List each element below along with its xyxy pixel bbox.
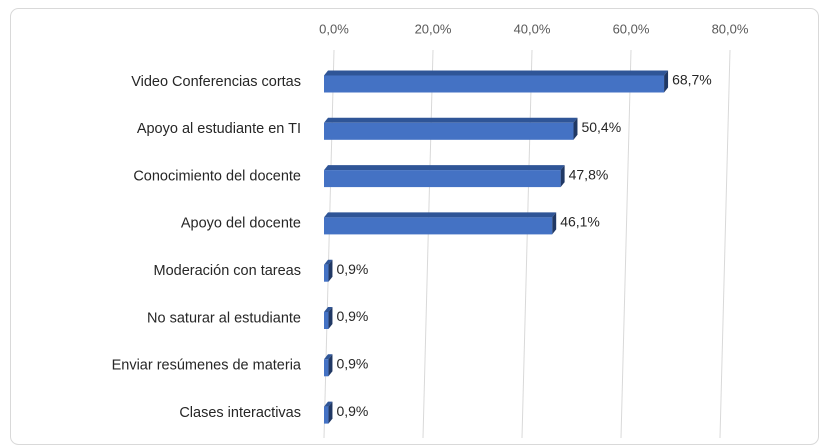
- bar-side: [560, 165, 565, 188]
- bar-side: [328, 259, 333, 282]
- bar-top: [324, 70, 669, 76]
- bar: [324, 354, 333, 377]
- bar: [324, 307, 333, 329]
- category-label: Clases interactivas: [179, 405, 301, 421]
- bar: [324, 117, 578, 140]
- bar-side: [328, 354, 333, 377]
- bar: [324, 212, 557, 235]
- category-label: Apoyo al estudiante en TI: [137, 121, 301, 137]
- grid-line: [521, 49, 533, 439]
- value-label: 0,9%: [336, 308, 368, 324]
- bar: [324, 401, 333, 424]
- bar-top: [324, 212, 557, 218]
- value-label: 47,8%: [569, 166, 609, 182]
- bar-side: [573, 117, 578, 140]
- grid-line: [719, 49, 731, 439]
- bar-top: [324, 259, 333, 265]
- bar-top: [324, 165, 565, 171]
- bar-front: [324, 406, 329, 424]
- category-label: Apoyo del docente: [181, 216, 301, 232]
- bar-front: [324, 122, 574, 140]
- x-tick-label: 40,0%: [514, 21, 551, 36]
- x-tick-label: 0,0%: [319, 21, 349, 36]
- bar-top: [324, 307, 333, 312]
- grid-line: [422, 49, 434, 439]
- bar-front: [324, 312, 329, 329]
- bar-top: [324, 401, 333, 407]
- x-tick-label: 60,0%: [613, 21, 650, 36]
- bar-top: [324, 354, 333, 360]
- x-tick-label: 80,0%: [712, 21, 749, 36]
- bar-front: [324, 359, 329, 377]
- category-label: Conocimiento del docente: [133, 168, 301, 184]
- value-label: 50,4%: [581, 119, 621, 135]
- bar: [324, 165, 565, 188]
- grid-line: [620, 49, 632, 439]
- x-tick-label: 20,0%: [415, 21, 452, 36]
- bar-front: [324, 264, 329, 282]
- bar: [324, 70, 669, 93]
- value-label: 46,1%: [560, 214, 600, 230]
- bar-front: [324, 170, 561, 188]
- bar-top: [324, 117, 578, 123]
- value-label: 68,7%: [672, 72, 712, 88]
- bar-side: [328, 307, 333, 329]
- bar-front: [324, 217, 553, 235]
- value-label: 0,9%: [336, 356, 368, 372]
- category-label: Video Conferencias cortas: [131, 74, 301, 90]
- bar-side: [328, 401, 333, 424]
- value-label: 0,9%: [336, 261, 368, 277]
- category-label: Enviar resúmenes de materia: [112, 358, 302, 374]
- category-label: Moderación con tareas: [154, 263, 302, 279]
- value-label: 0,9%: [336, 403, 368, 419]
- bar-side: [664, 70, 669, 93]
- bar-front: [324, 75, 665, 93]
- bar-side: [552, 212, 557, 235]
- category-label: No saturar al estudiante: [147, 310, 301, 326]
- bar: [324, 259, 333, 282]
